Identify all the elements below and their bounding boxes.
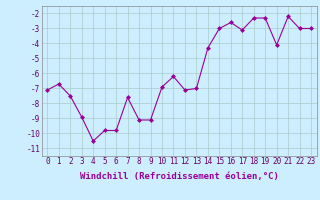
X-axis label: Windchill (Refroidissement éolien,°C): Windchill (Refroidissement éolien,°C) (80, 172, 279, 181)
